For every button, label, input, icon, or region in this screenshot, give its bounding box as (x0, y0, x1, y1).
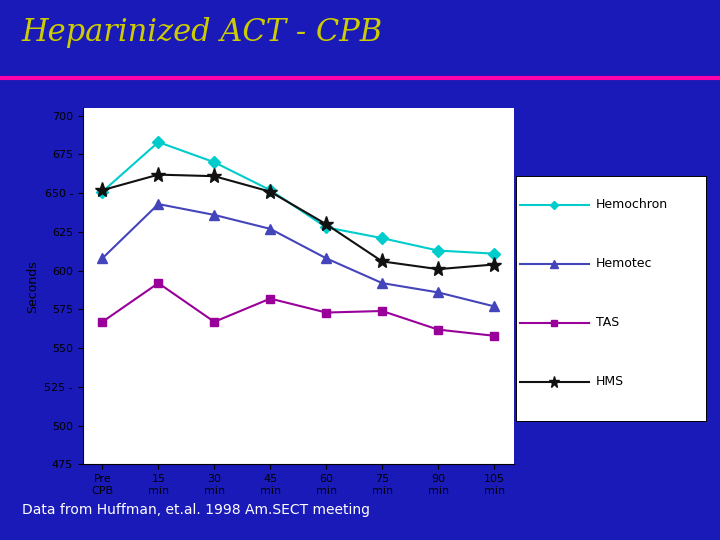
HMS (266, 188, 274, 195)
TAS (266, 295, 274, 302)
HMS (154, 171, 163, 178)
TAS (210, 319, 219, 325)
Hemochron (266, 187, 274, 193)
HMS (378, 258, 387, 265)
Y-axis label: Seconds: Seconds (26, 260, 39, 313)
Hemochron (490, 251, 498, 257)
HMS (210, 173, 219, 179)
Hemochron (210, 159, 219, 165)
TAS (154, 280, 163, 286)
Text: Hemotec: Hemotec (596, 258, 653, 271)
Hemochron (98, 188, 107, 195)
Text: Heparinized ACT - CPB: Heparinized ACT - CPB (22, 17, 383, 48)
Line: Hemotec: Hemotec (97, 199, 499, 311)
Hemotec (210, 212, 219, 218)
TAS (490, 333, 498, 339)
Hemochron (433, 247, 442, 254)
Hemotec (98, 255, 107, 261)
HMS (98, 187, 107, 193)
Hemochron (322, 224, 330, 231)
HMS (433, 266, 442, 272)
Hemotec (433, 289, 442, 295)
Text: TAS: TAS (596, 316, 619, 329)
Hemotec (154, 201, 163, 207)
Line: HMS: HMS (95, 167, 502, 277)
Line: TAS: TAS (98, 279, 498, 340)
TAS (433, 326, 442, 333)
Hemotec (490, 303, 498, 309)
HMS (490, 261, 498, 268)
Hemotec (322, 255, 330, 261)
Text: Data from Huffman, et.al. 1998 Am.SECT meeting: Data from Huffman, et.al. 1998 Am.SECT m… (22, 503, 369, 517)
Text: HMS: HMS (596, 375, 624, 388)
Hemotec (378, 280, 387, 286)
Hemochron (378, 235, 387, 241)
Hemochron (154, 139, 163, 145)
TAS (378, 308, 387, 314)
TAS (322, 309, 330, 316)
Text: Hemochron: Hemochron (596, 199, 668, 212)
HMS (322, 221, 330, 227)
Hemotec (266, 226, 274, 232)
TAS (98, 319, 107, 325)
Line: Hemochron: Hemochron (98, 138, 498, 258)
